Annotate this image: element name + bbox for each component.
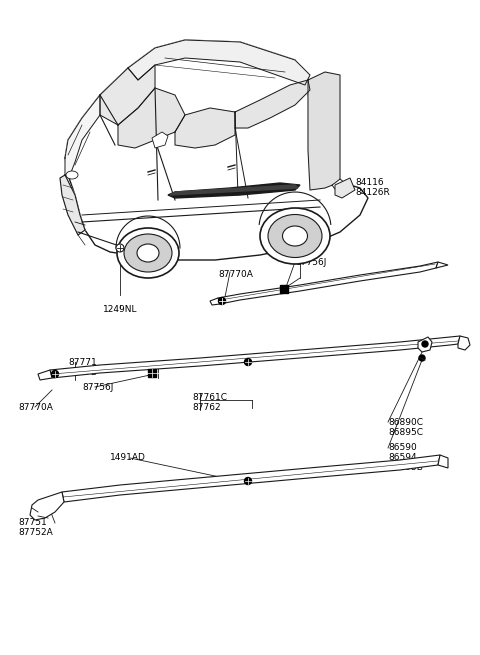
Polygon shape (168, 183, 300, 198)
Ellipse shape (283, 226, 308, 246)
Text: 83423R: 83423R (280, 243, 315, 252)
Polygon shape (152, 132, 168, 148)
Polygon shape (235, 80, 310, 128)
Text: 86895C: 86895C (388, 428, 423, 437)
Polygon shape (62, 455, 440, 502)
Text: 87770A: 87770A (18, 403, 53, 412)
Text: 86594: 86594 (388, 453, 417, 462)
Text: 87756J: 87756J (295, 258, 326, 267)
Text: 84116: 84116 (355, 178, 384, 187)
Polygon shape (30, 492, 64, 520)
Polygon shape (65, 40, 368, 260)
Polygon shape (118, 88, 185, 148)
Polygon shape (438, 455, 448, 468)
Text: 86890C: 86890C (388, 418, 423, 427)
Polygon shape (210, 298, 220, 305)
Ellipse shape (66, 171, 78, 179)
Bar (280, 285, 288, 293)
Text: 86595B: 86595B (388, 463, 423, 472)
Polygon shape (128, 40, 310, 85)
Polygon shape (38, 370, 52, 380)
Ellipse shape (124, 234, 172, 272)
Text: 87752A: 87752A (18, 528, 53, 537)
Circle shape (422, 341, 428, 347)
Text: 1249NL: 1249NL (103, 305, 137, 314)
Text: 84126R: 84126R (355, 188, 390, 197)
Polygon shape (436, 262, 448, 268)
Text: 87772: 87772 (68, 368, 96, 377)
Polygon shape (332, 179, 345, 189)
Ellipse shape (260, 208, 330, 264)
Polygon shape (418, 337, 432, 352)
Ellipse shape (268, 214, 322, 257)
Circle shape (244, 358, 252, 365)
Circle shape (218, 297, 226, 305)
Ellipse shape (117, 228, 179, 278)
Ellipse shape (137, 244, 159, 262)
Polygon shape (175, 108, 235, 148)
Text: 87751: 87751 (18, 518, 47, 527)
Text: 87762: 87762 (192, 403, 221, 412)
Polygon shape (218, 262, 438, 304)
Text: 87761C: 87761C (192, 393, 227, 402)
Text: 86590: 86590 (388, 443, 417, 452)
Circle shape (116, 244, 124, 252)
Bar (148, 369, 156, 377)
Polygon shape (458, 336, 470, 350)
Polygon shape (335, 178, 355, 198)
Polygon shape (170, 185, 298, 195)
Circle shape (244, 477, 252, 485)
Circle shape (419, 355, 425, 361)
Polygon shape (100, 65, 155, 125)
Text: 1491AD: 1491AD (110, 453, 146, 462)
Text: 87756J: 87756J (82, 383, 113, 392)
Circle shape (51, 371, 59, 377)
Polygon shape (60, 175, 85, 235)
Text: 83423L: 83423L (280, 233, 313, 242)
Text: 87770A: 87770A (218, 270, 253, 279)
Text: 87771: 87771 (68, 358, 97, 367)
Polygon shape (50, 336, 460, 378)
Polygon shape (65, 95, 100, 175)
Polygon shape (308, 72, 340, 190)
